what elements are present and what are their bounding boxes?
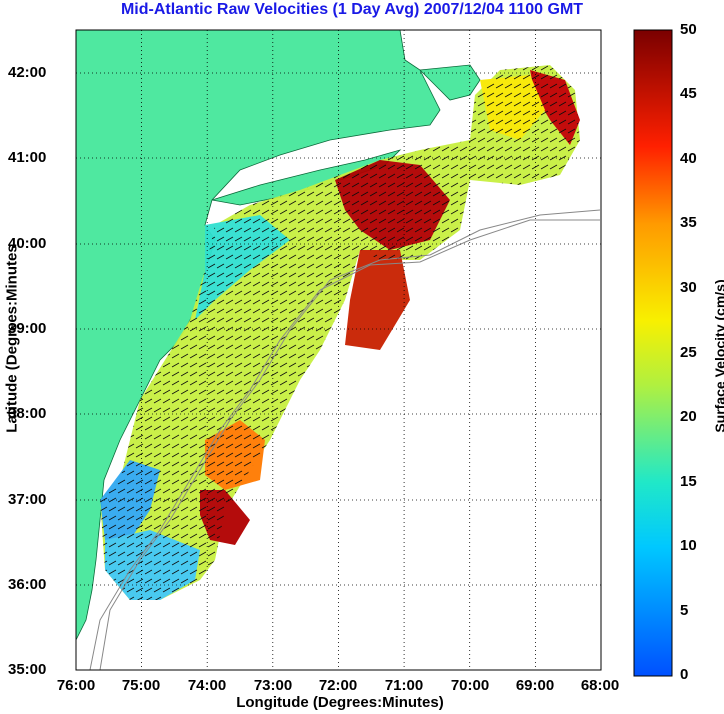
xtick-label: 69:00 [515, 677, 555, 694]
xtick-label: 74:00 [187, 677, 227, 694]
xtick-label: 70:00 [450, 677, 490, 694]
ytick-label: 40:00 [8, 235, 47, 252]
y-axis-label: Latitude (Degrees:Minutes [3, 244, 21, 433]
ytick-label: 38:00 [8, 405, 47, 422]
ytick-label: 35:00 [8, 661, 47, 678]
colorbar-tick: 35 [680, 214, 697, 231]
colorbar-tick: 50 [680, 21, 697, 38]
colorbar-tick: 10 [680, 537, 697, 554]
map-title: Mid-Atlantic Raw Velocities (1 Day Avg) … [120, 1, 584, 18]
ytick-label: 39:00 [8, 320, 47, 337]
ytick-label: 37:00 [8, 491, 47, 508]
plot-frame [75, 29, 602, 671]
ytick-label: 42:00 [8, 64, 47, 81]
colorbar-tick: 20 [680, 408, 697, 425]
colorbar-tick: 30 [680, 279, 697, 296]
xtick-label: 71:00 [384, 677, 424, 694]
xtick-label: 76:00 [56, 677, 96, 694]
ytick-label: 36:00 [8, 576, 47, 593]
colorbar-tick: 45 [680, 85, 697, 102]
xtick-label: 75:00 [121, 677, 161, 694]
bathymetry-contours [89, 209, 601, 670]
velocity-arrows [100, 65, 580, 600]
xtick-label: 72:00 [318, 677, 358, 694]
x-axis-label: Longitude (Degrees:Minutes) [236, 694, 444, 711]
colorbar-label: Surface Velocity (cm/s) [712, 279, 724, 433]
xtick-label: 68:00 [580, 677, 620, 694]
field-red-2 [345, 250, 410, 350]
colorbar-tick: 15 [680, 473, 697, 490]
velocity-field [100, 65, 580, 600]
xtick-label: 73:00 [253, 677, 293, 694]
colorbar [633, 29, 673, 677]
colorbar-tick: 5 [680, 602, 689, 619]
colorbar-tick: 0 [680, 666, 689, 683]
colorbar-tick: 40 [680, 150, 697, 167]
ytick-label: 41:00 [8, 149, 47, 166]
colorbar-tick: 25 [680, 344, 697, 361]
grid-lines [76, 30, 601, 670]
